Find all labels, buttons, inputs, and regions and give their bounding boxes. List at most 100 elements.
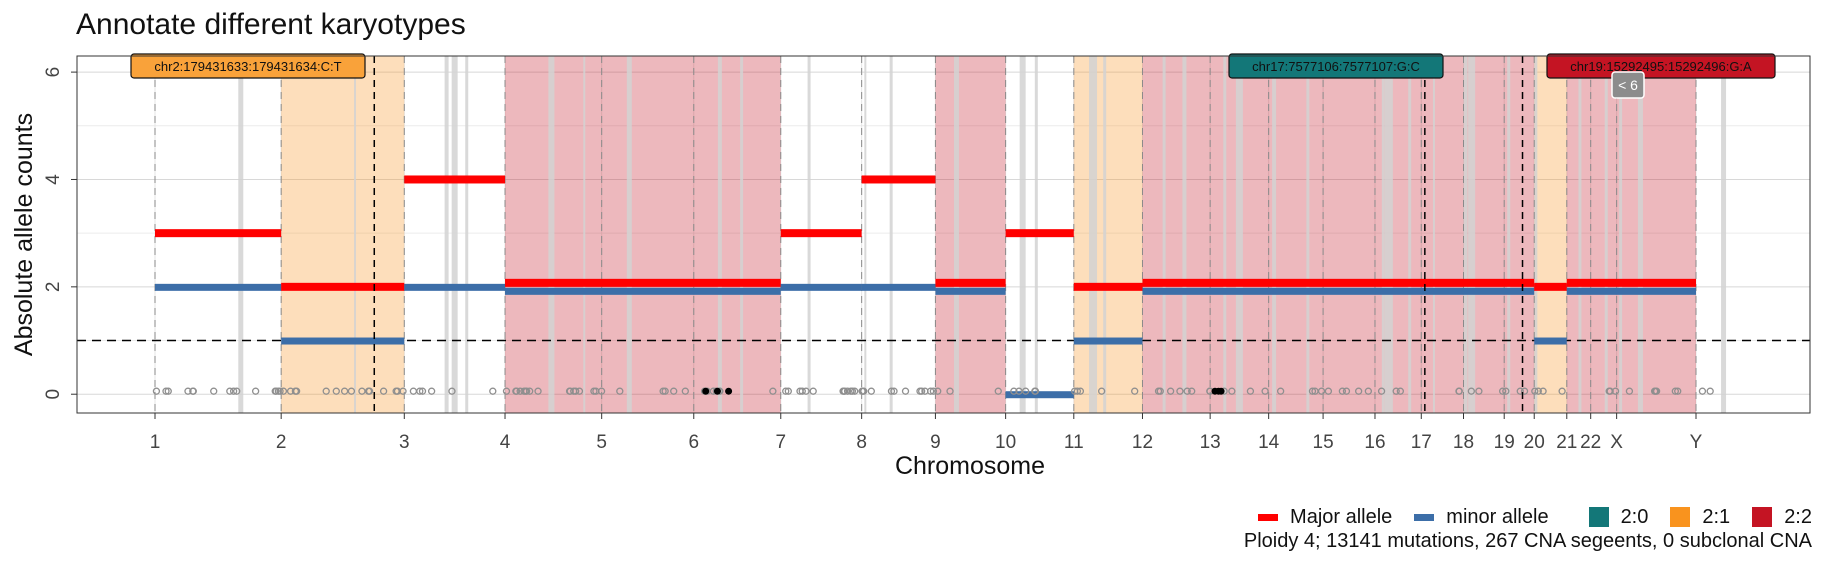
mutation-point xyxy=(1311,387,1319,395)
mutation-point xyxy=(226,387,234,395)
mutation-point xyxy=(946,387,954,395)
major-allele-segment xyxy=(1566,278,1697,287)
major-allele-segment xyxy=(155,229,282,238)
mutation-point xyxy=(365,387,374,395)
x-tick-label: Y xyxy=(1690,432,1703,453)
mutation-point xyxy=(526,387,534,395)
mutation-point xyxy=(489,387,497,395)
panel-border xyxy=(76,55,1811,414)
mutation-point xyxy=(502,387,511,395)
mutation-point xyxy=(926,387,935,395)
gap-column xyxy=(451,56,458,413)
minor-allele-segment xyxy=(281,337,405,345)
major-allele-segment xyxy=(1142,278,1535,287)
minor-allele-segment xyxy=(404,283,506,291)
mutation-point xyxy=(1475,387,1483,395)
mutation-point xyxy=(1392,387,1400,395)
mutation-point xyxy=(572,387,580,395)
legend-minor-swatch xyxy=(1414,513,1435,521)
gap-column xyxy=(1306,56,1310,413)
minor-allele-segment xyxy=(505,287,781,295)
driver-label-box xyxy=(1228,53,1444,79)
minor-allele-segment xyxy=(1073,337,1143,345)
karyotype-shade xyxy=(1142,56,1535,413)
mutation-point xyxy=(409,387,418,395)
mutation-point xyxy=(1377,387,1386,395)
mutation-point xyxy=(769,387,777,395)
cna-plot: chr2:179431633:179431634:C:T chr17:757710… xyxy=(10,53,1811,480)
mutation-point xyxy=(522,387,531,395)
mutation-point xyxy=(659,387,667,395)
mutation-point xyxy=(1228,387,1236,395)
mutation-point xyxy=(427,387,436,395)
mutation-point xyxy=(276,387,284,395)
gap-column xyxy=(1432,56,1435,413)
mutation-point xyxy=(994,387,1002,395)
mutation-point xyxy=(1364,387,1373,395)
mutation-point xyxy=(1558,387,1566,395)
mutation-point xyxy=(1071,387,1079,395)
legend-major-swatch xyxy=(1258,513,1279,521)
mutation-point xyxy=(1276,387,1285,395)
x-axis-label: Chromosome xyxy=(895,452,1045,480)
mutation-point xyxy=(1539,387,1547,395)
x-tick-label: X xyxy=(1610,432,1623,453)
mutation-point xyxy=(616,387,624,395)
mutation-point xyxy=(358,387,366,395)
gap-column xyxy=(1089,56,1098,413)
x-tick-label: 19 xyxy=(1494,432,1515,453)
grid xyxy=(77,56,1810,413)
major-allele-segment xyxy=(1073,282,1143,291)
mutation-point xyxy=(798,387,806,395)
gap-column xyxy=(1408,56,1412,413)
mutation-point xyxy=(670,387,678,395)
mutation-point xyxy=(233,387,241,395)
mutation-point xyxy=(1516,387,1524,395)
driver-mutation-point xyxy=(1217,387,1225,395)
mutation-point xyxy=(1455,387,1463,395)
gap-column xyxy=(864,56,867,413)
mutation-point xyxy=(1706,387,1714,395)
driver-annotations: chr2:179431633:179431634:C:T chr17:757710… xyxy=(130,53,1776,413)
mutation-point xyxy=(1166,387,1175,395)
x-tick-label: 6 xyxy=(688,432,699,453)
mutation-point xyxy=(1131,387,1139,395)
mutation-point xyxy=(534,387,542,395)
mutation-point xyxy=(1531,387,1539,395)
mutation-point xyxy=(210,387,218,395)
mutation-point xyxy=(291,387,300,395)
legend-karyotype-22: 2:2 xyxy=(1752,506,1812,529)
mutation-point xyxy=(1021,387,1030,395)
mutation-point xyxy=(229,387,238,395)
mutation-point xyxy=(512,387,521,395)
gap-column xyxy=(1235,56,1243,413)
minor-allele-segment xyxy=(1566,287,1697,295)
chart-title: Annotate different karyotypes xyxy=(76,8,466,41)
mutation-point xyxy=(1652,387,1661,395)
mutation-points xyxy=(152,387,1714,395)
x-tick-label: 1 xyxy=(150,432,161,453)
mutation-point xyxy=(841,387,849,395)
karyotype-shade xyxy=(1534,56,1567,413)
minor-allele-segment xyxy=(1005,391,1074,399)
gap-column xyxy=(717,56,722,413)
major-allele-segment xyxy=(1534,282,1567,291)
gap-column xyxy=(1381,56,1385,413)
mutation-point xyxy=(918,387,926,395)
gap-column xyxy=(1534,56,1538,413)
major-allele-segment xyxy=(404,175,506,184)
karyotype-shade xyxy=(281,56,405,413)
allele-segments xyxy=(155,175,1697,399)
badge-label: < 6 xyxy=(1618,77,1638,93)
x-tick-label: 17 xyxy=(1411,432,1432,453)
legend: Major allele minor allele 2:0 2:1 2:2 xyxy=(1236,504,1812,530)
mutation-point xyxy=(1354,387,1363,395)
gap-column xyxy=(740,56,744,413)
x-tick-label: 22 xyxy=(1580,432,1601,453)
minor-allele-segment xyxy=(1534,337,1567,345)
mutation-point xyxy=(887,387,896,395)
y-tick-label: 4 xyxy=(43,174,64,185)
mutation-point xyxy=(1176,387,1184,395)
mutation-point xyxy=(890,387,898,395)
y-tick-label: 6 xyxy=(43,67,64,78)
